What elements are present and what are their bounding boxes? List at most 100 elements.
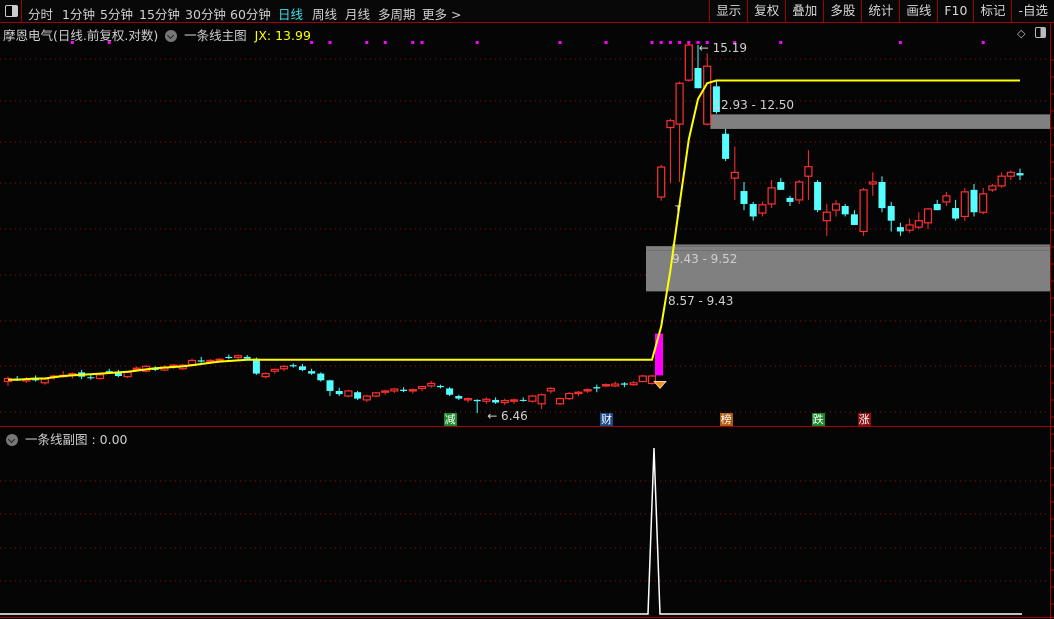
candle-body: [666, 120, 675, 129]
event-tag: 减: [443, 413, 457, 426]
candle-body: [730, 171, 739, 179]
candle-body: [638, 375, 647, 383]
candle-body: [740, 191, 748, 204]
signal-dot: [705, 41, 709, 44]
candle-body: [87, 377, 95, 379]
candle-body: [326, 380, 334, 391]
candle-body: [960, 191, 969, 218]
price-zone: [646, 250, 1050, 292]
layout-toggle-icon[interactable]: [0, 0, 22, 22]
candle-body: [703, 65, 712, 125]
period-tab[interactable]: 日线: [278, 7, 304, 22]
signal-dot: [420, 41, 424, 44]
signal-dot: [898, 41, 902, 44]
candle-body: [279, 365, 289, 370]
period-tab[interactable]: 分时: [28, 7, 54, 22]
candle-body: [417, 385, 427, 390]
toolbar-button[interactable]: -自选: [1011, 0, 1054, 22]
candle-body: [206, 359, 215, 363]
price-zone: [646, 246, 1050, 251]
candle-body: [684, 44, 693, 81]
zone-label: 12.93 - 12.50: [713, 98, 795, 113]
price-annotation: ← 15.19: [698, 41, 748, 56]
candle-body: [767, 187, 776, 205]
candle-body: [878, 181, 886, 209]
toolbar-button[interactable]: 多股: [823, 0, 861, 22]
candle-body: [317, 373, 325, 381]
sub-indicator-value: : 0.00: [91, 432, 128, 447]
period-tab[interactable]: 周线: [312, 7, 338, 22]
toolbar-button[interactable]: 统计: [861, 0, 899, 22]
signal-dot: [475, 41, 479, 44]
candle-body: [344, 390, 353, 397]
period-tab[interactable]: 5分钟: [100, 7, 133, 22]
period-tab[interactable]: 1分钟: [62, 7, 95, 22]
candle-body: [822, 211, 831, 222]
period-tab[interactable]: 30分钟: [185, 7, 226, 22]
candle-body: [408, 389, 417, 392]
candle-body: [657, 166, 666, 198]
event-tag: 跌: [811, 413, 825, 426]
candle-body: [371, 392, 381, 397]
period-tab[interactable]: 更多 >: [422, 7, 462, 22]
toolbar-button[interactable]: 显示: [709, 0, 747, 22]
toolbar-button[interactable]: F10: [937, 0, 973, 22]
candle-body: [565, 392, 574, 400]
candle-body: [933, 203, 941, 211]
candle-body: [436, 385, 444, 388]
candle-body: [675, 82, 684, 125]
candle-body: [528, 395, 537, 402]
candle-body: [537, 394, 546, 405]
candle-body: [896, 227, 904, 232]
candle-body: [601, 384, 611, 387]
candle-body: [270, 368, 279, 372]
signal-dot: [668, 41, 672, 44]
candle-body: [749, 203, 757, 217]
candle-body: [500, 399, 509, 404]
toolbar-button[interactable]: 标记: [973, 0, 1011, 22]
period-tab[interactable]: 多周期: [378, 7, 416, 22]
candle-body: [455, 396, 463, 399]
candle-body: [831, 203, 841, 211]
toolbar-button[interactable]: 复权: [747, 0, 785, 22]
toolbar-button[interactable]: 画线: [899, 0, 937, 22]
period-tab[interactable]: 15分钟: [139, 7, 180, 22]
candle-body: [114, 372, 122, 377]
candle-body: [215, 358, 224, 362]
period-tab[interactable]: 60分钟: [230, 7, 271, 22]
candle-body: [574, 391, 583, 395]
signal-dot: [70, 41, 74, 44]
candle-body: [970, 189, 978, 213]
signal-bar: [655, 333, 663, 376]
indicator-dropdown-icon[interactable]: [165, 30, 178, 42]
candle-body: [381, 390, 390, 393]
candle-body: [400, 389, 408, 391]
diamond-icon[interactable]: ◇: [1017, 27, 1026, 40]
period-tab[interactable]: 月线: [345, 7, 371, 22]
candle-body: [850, 214, 858, 225]
signal-dot: [328, 41, 332, 44]
candle-body: [620, 383, 628, 385]
signal-dot: [696, 41, 700, 44]
candle-body: [758, 204, 767, 214]
jx-line: [8, 79, 1020, 381]
panel-toggle-icon[interactable]: [1035, 27, 1046, 38]
period-toolbar: 分时 1分钟 5分钟 15分钟 30分钟 60分钟 日线 周线 月线 多周期 更多 > 显示 复权 叠加…: [0, 0, 1054, 23]
signal-dot: [383, 41, 387, 44]
signal-dot: [678, 41, 682, 44]
candle-body: [252, 358, 260, 374]
sub-panel-header: 一条线副图 : 0.00: [3, 429, 128, 448]
candle-body: [473, 399, 481, 402]
main-indicator-name[interactable]: 一条线主图: [184, 28, 247, 43]
candle-body: [463, 398, 473, 401]
toolbar-button[interactable]: 叠加: [785, 0, 823, 22]
candle-body: [1016, 173, 1024, 176]
sub-indicator-name[interactable]: 一条线副图: [24, 432, 88, 447]
price-zone: [710, 114, 1050, 129]
candle-body: [105, 371, 113, 373]
sub-indicator-dropdown-icon[interactable]: [6, 434, 18, 446]
candle-body: [988, 185, 997, 191]
price-annotation: T: [675, 205, 681, 215]
panel-corner-icons: ◇: [1011, 27, 1046, 40]
